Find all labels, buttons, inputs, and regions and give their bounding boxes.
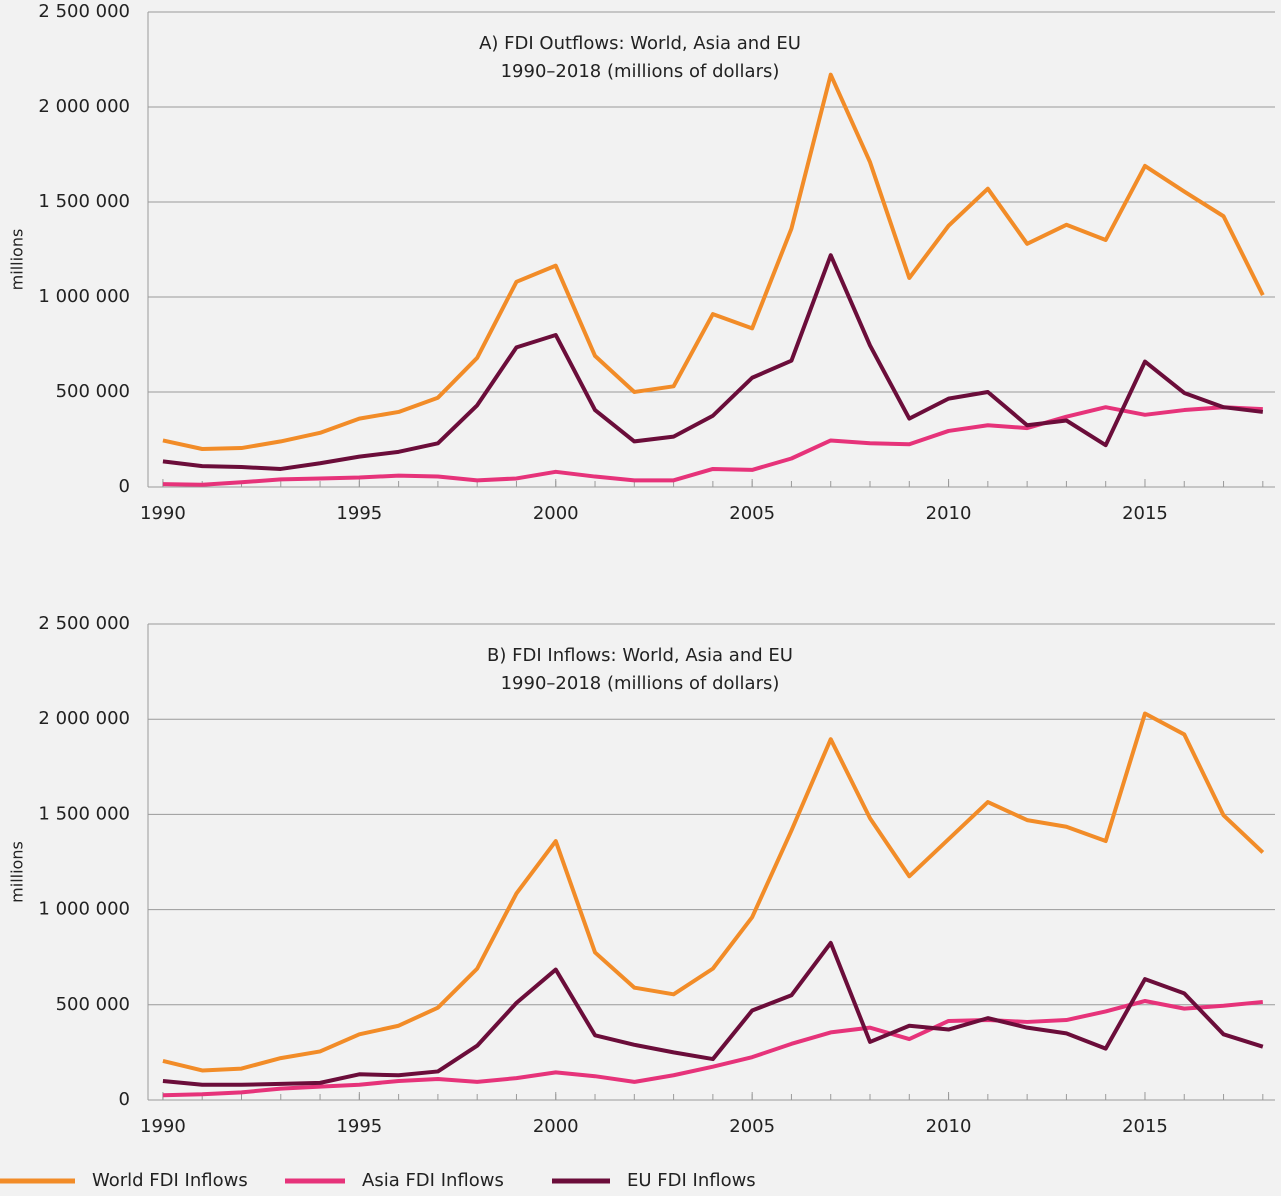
y-axis-label: millions <box>8 841 27 903</box>
y-tick-label: 2 500 000 <box>38 1 130 22</box>
legend-label: World FDI Inflows <box>92 1170 248 1191</box>
chart-title: A) FDI Outflows: World, Asia and EU <box>479 33 801 54</box>
x-tick-label: 1990 <box>140 503 186 524</box>
y-tick-label: 500 000 <box>56 381 130 402</box>
chart-title: B) FDI Inflows: World, Asia and EU <box>487 645 793 666</box>
y-axis-label: millions <box>8 229 27 291</box>
series-line <box>162 253 1264 471</box>
x-tick-label: 2010 <box>926 503 972 524</box>
x-tick-label: 1990 <box>140 1116 186 1137</box>
legend-label: Asia FDI Inflows <box>362 1170 504 1191</box>
x-tick-label: 1995 <box>336 503 382 524</box>
x-tick-label: 2010 <box>926 1116 972 1137</box>
x-tick-label: 2015 <box>1122 1116 1168 1137</box>
y-tick-label: 1 000 000 <box>38 286 130 307</box>
y-tick-label: 1 500 000 <box>38 803 130 824</box>
legend-label: EU FDI Inflows <box>627 1170 756 1191</box>
y-tick-label: 500 000 <box>56 994 130 1015</box>
x-tick-label: 2000 <box>533 1116 579 1137</box>
chart-subtitle: 1990–2018 (millions of dollars) <box>501 673 780 694</box>
chart-subtitle: 1990–2018 (millions of dollars) <box>501 61 780 82</box>
x-tick-label: 2005 <box>729 503 775 524</box>
series-line <box>162 72 1265 451</box>
y-tick-label: 2 000 000 <box>38 708 130 729</box>
series-line <box>162 405 1263 487</box>
y-tick-label: 1 000 000 <box>38 899 130 920</box>
x-tick-label: 2005 <box>729 1116 775 1137</box>
y-tick-label: 2 000 000 <box>38 96 130 117</box>
y-tick-label: 0 <box>119 1089 130 1110</box>
series-line <box>162 711 1265 1073</box>
series-line <box>162 940 1264 1087</box>
y-tick-label: 2 500 000 <box>38 613 130 634</box>
series-line <box>162 998 1264 1098</box>
x-tick-label: 2015 <box>1122 503 1168 524</box>
y-tick-label: 0 <box>119 476 130 497</box>
x-tick-label: 2000 <box>533 503 579 524</box>
x-tick-label: 1995 <box>336 1116 382 1137</box>
y-tick-label: 1 500 000 <box>38 191 130 212</box>
